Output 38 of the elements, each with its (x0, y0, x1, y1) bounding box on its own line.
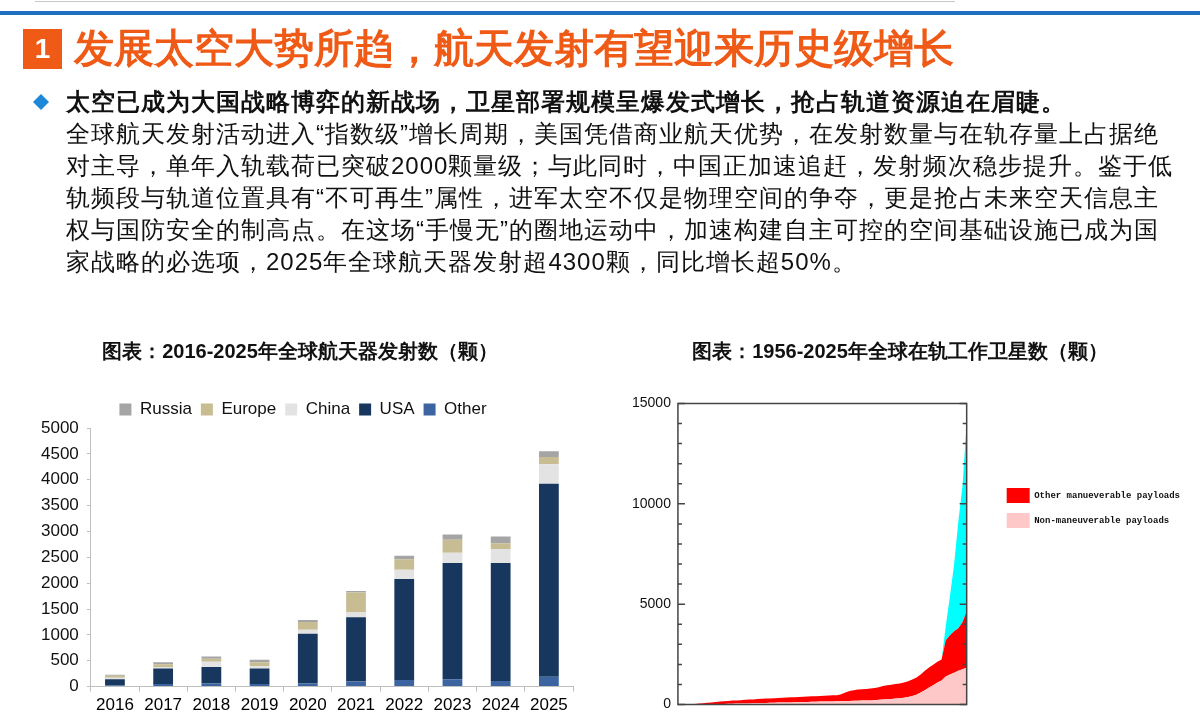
y-tick-label: 5000 (40, 417, 79, 437)
number-badge: 1 (23, 29, 62, 69)
y-tick-label: 3500 (40, 495, 79, 515)
legend-label: Russia (139, 399, 193, 419)
y-tick-label: 500 (50, 650, 79, 670)
legend-label: Other (444, 399, 487, 419)
x-tick-label: 2020 (288, 695, 327, 715)
y-tick-label: 10000 (631, 494, 672, 511)
y-tick-label: 1500 (40, 598, 79, 618)
chart-title: 图表：1956-2025年全球在轨工作卫星数（颗） (691, 339, 1109, 364)
y-tick-label: 4500 (40, 443, 79, 463)
legend-label: Other manueverable payloads (1034, 490, 1180, 501)
text: 发展太空大势所趋，航天发射有望迎来历史级增长 (74, 25, 954, 72)
x-tick-label: 2018 (192, 695, 231, 715)
x-tick-label: 2025 (529, 695, 568, 715)
y-tick-label: 0 (69, 676, 79, 696)
x-tick-label: 2023 (433, 695, 472, 715)
x-tick-label: 2024 (481, 695, 520, 715)
y-tick-label: 3000 (40, 521, 79, 541)
y-tick-label: 1000 (40, 624, 79, 644)
legend-label: Non-maneuverable payloads (1034, 515, 1170, 526)
legend-label: USA (379, 399, 416, 419)
x-tick-label: 2022 (385, 695, 424, 715)
legend-label: Europe (221, 399, 277, 419)
y-tick-label: 0 (663, 695, 672, 712)
legend-label: China (305, 399, 351, 419)
y-tick-label: 15000 (631, 394, 672, 411)
x-tick-label: 2017 (144, 695, 183, 715)
text: 全球航天发射活动进入“指数级”增长周期，美国凭借商业航天优势，在发射数量与在轨存量上占据绝对主导，单年入轨载荷已突破2000颗量级；与此同时，中国正加速追赶，发射频次稳步提升。鉴于低轨频段与轨道位置具有“不可再生”属性，进军太空不仅是物理空间的争夺，更是抢占未来空天信息主权与国防安全的制高点。在这场“手慢无”的圈地运动中，加速构建自主可控的空间基础设施已成为国家战略的必选项，2025年全球航天器发射超4300颗，同比增长超50%。 (66, 119, 1175, 277)
text: 太空已成为大国战略博弈的新战场，卫星部署规模呈爆发式增长，抢占轨道资源迫在眉睫。 (66, 87, 1067, 117)
chart-title: 图表：2016-2025年全球航天器发射数（颗） (101, 339, 499, 364)
y-tick-label: 5000 (639, 595, 672, 612)
x-tick-label: 2016 (96, 695, 134, 715)
y-tick-label: 2500 (40, 546, 79, 566)
x-tick-label: 2019 (240, 695, 279, 715)
x-tick-label: 2021 (337, 695, 375, 715)
y-tick-label: 2000 (40, 572, 79, 592)
y-tick-label: 4000 (40, 469, 79, 489)
